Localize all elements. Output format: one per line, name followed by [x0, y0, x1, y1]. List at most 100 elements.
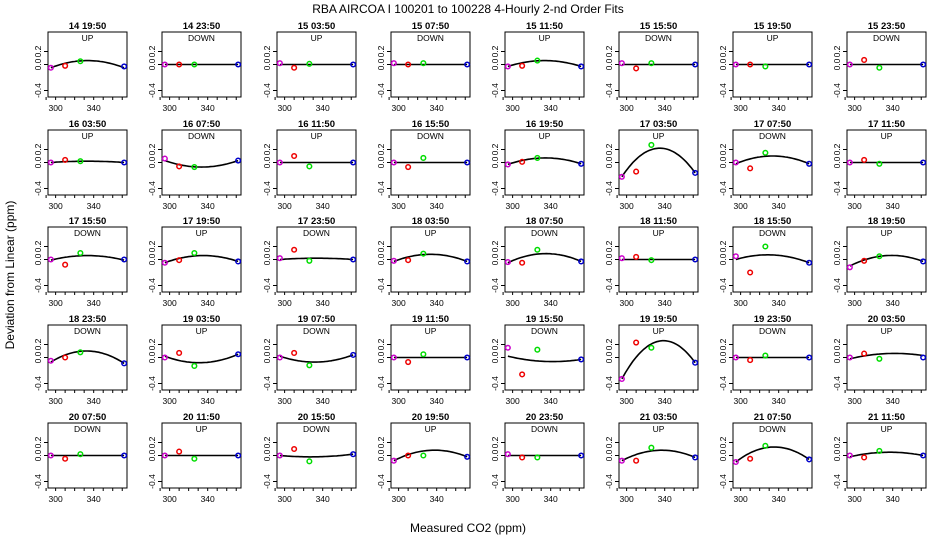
x-tick-label: 300 — [163, 103, 177, 113]
y-tick-label: 0.2 — [604, 338, 614, 350]
data-point — [519, 259, 526, 266]
x-tick-label: 300 — [163, 201, 177, 211]
data-point — [62, 261, 69, 268]
y-tick-label: 0.2 — [376, 436, 386, 448]
data-point — [633, 65, 640, 72]
x-tick-label: 300 — [506, 494, 520, 504]
y-tick-label: -0.4 — [490, 278, 500, 293]
panel-title: 19 23:50 — [754, 314, 792, 325]
data-point — [62, 62, 69, 69]
data-point — [633, 457, 640, 464]
y-tick-label: 0.0 — [604, 156, 614, 168]
x-tick-label: 300 — [49, 494, 63, 504]
panel-direction: UP — [196, 326, 208, 336]
data-point — [732, 253, 739, 260]
data-point — [191, 249, 198, 257]
data-point — [534, 346, 541, 353]
y-tick-label: -0.4 — [376, 474, 386, 489]
data-point — [846, 354, 853, 361]
x-tick-label: 300 — [163, 494, 177, 504]
y-tick-label: 0.2 — [376, 338, 386, 350]
y-tick-label: 0.0 — [604, 253, 614, 265]
data-point — [578, 452, 585, 459]
y-tick-label: 0.0 — [604, 58, 614, 70]
y-tick-label: 0.2 — [262, 240, 272, 252]
y-tick-label: 0.0 — [262, 58, 272, 70]
data-point — [390, 457, 397, 464]
x-tick-label: 340 — [201, 494, 215, 504]
data-point — [876, 355, 883, 362]
panel-title: 21 11:50 — [868, 412, 905, 423]
y-tick-label: -0.4 — [147, 376, 157, 391]
panel-direction: DOWN — [188, 131, 215, 141]
data-point — [806, 61, 813, 68]
x-tick-label: 340 — [658, 396, 672, 406]
x-tick-label: 300 — [278, 494, 292, 504]
panel-direction: UP — [653, 326, 665, 336]
panel-direction: UP — [196, 424, 208, 434]
data-point — [747, 61, 754, 68]
panel-direction: DOWN — [645, 33, 672, 43]
data-point — [405, 164, 412, 171]
y-tick-label: 0.2 — [33, 143, 43, 155]
panel-title: 19 15:50 — [526, 314, 564, 325]
y-tick-label: 0.0 — [33, 58, 43, 70]
panel-direction: UP — [881, 424, 893, 434]
data-point — [519, 454, 526, 461]
y-tick-label: -0.4 — [33, 474, 43, 489]
data-point — [47, 159, 54, 166]
x-tick-label: 300 — [278, 298, 292, 308]
panel-title: 16 03:50 — [69, 119, 107, 130]
data-point — [747, 455, 754, 462]
x-tick-label: 300 — [848, 103, 862, 113]
data-point — [762, 63, 769, 70]
panel-title: 16 15:50 — [412, 119, 450, 130]
panel-direction: UP — [82, 33, 94, 43]
data-point — [762, 352, 769, 359]
data-point — [648, 141, 655, 148]
data-point — [191, 455, 198, 462]
data-point — [861, 156, 868, 163]
y-tick-label: 0.0 — [718, 253, 728, 265]
y-tick-label: 0.2 — [718, 338, 728, 350]
y-tick-label: 0.0 — [832, 58, 842, 70]
data-point — [846, 159, 853, 166]
data-point — [578, 356, 585, 363]
x-tick-label: 300 — [620, 201, 634, 211]
x-tick-label: 300 — [49, 103, 63, 113]
y-tick-label: 0.0 — [490, 156, 500, 168]
y-tick-label: -0.4 — [262, 278, 272, 293]
data-point — [390, 60, 397, 67]
x-tick-label: 300 — [848, 494, 862, 504]
x-tick-label: 300 — [506, 201, 520, 211]
x-tick-label: 300 — [392, 298, 406, 308]
x-tick-label: 340 — [544, 396, 558, 406]
fit-curve — [849, 352, 924, 360]
panel-direction: UP — [653, 228, 665, 238]
x-tick-label: 300 — [392, 201, 406, 211]
data-point — [420, 351, 427, 358]
y-tick-label: 0.0 — [147, 58, 157, 70]
data-point — [235, 452, 242, 459]
x-tick-label: 340 — [430, 298, 444, 308]
data-point — [747, 357, 754, 364]
panel-title: 19 19:50 — [640, 314, 678, 325]
data-point — [633, 253, 640, 260]
y-tick-label: -0.4 — [33, 83, 43, 98]
data-point — [420, 60, 427, 67]
panel-title: 18 03:50 — [412, 216, 450, 227]
y-tick-label: 0.0 — [376, 351, 386, 363]
y-tick-label: -0.4 — [376, 278, 386, 293]
y-tick-label: 0.2 — [147, 338, 157, 350]
panel-title: 17 15:50 — [69, 216, 107, 227]
